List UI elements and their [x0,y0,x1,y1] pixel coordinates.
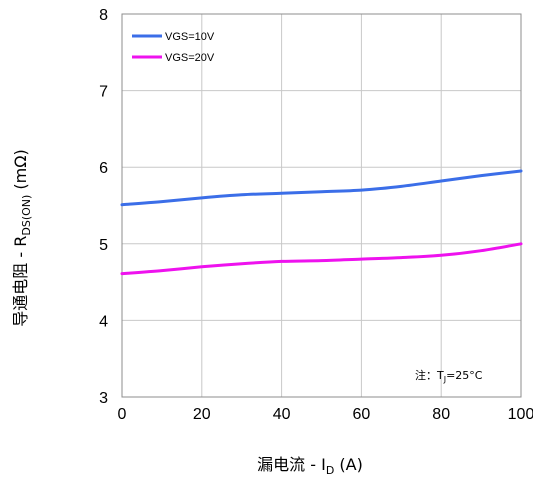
y-tick-label: 5 [99,237,108,254]
legend: VGS=10V VGS=20V [132,31,215,64]
y-axis-label: 导通电阻 - RDS(ON) (mΩ) [11,149,33,326]
y-axis-label-subscript: DS(ON) [20,195,33,236]
note-suffix: =25°C [446,369,483,382]
y-tick-label: 6 [99,160,108,177]
legend-label-1: VGS=10V [165,31,215,43]
x-tick-label: 60 [353,406,371,423]
y-tick-label: 3 [99,390,108,407]
x-tick-label: 40 [273,406,291,423]
y-tick-label: 8 [99,7,108,24]
legend-label-2: VGS=20V [165,52,215,64]
x-tick-label: 20 [193,406,211,423]
series-line-1 [120,169,523,207]
note-subscript: J [443,375,446,384]
grid-lines [121,13,522,398]
x-axis-label-unit: (A) [334,455,363,474]
y-axis-label-unit: (mΩ) [11,149,30,194]
x-axis-label-main: 漏电流 - I [257,455,326,474]
y-axis-label-main: 导通电阻 - R [11,236,30,327]
x-axis-label: 漏电流 - ID (A) [257,455,363,477]
x-axis-label-subscript: D [326,464,334,477]
series-layer [120,169,523,276]
note-prefix: 注：T [415,368,444,382]
x-tick-label: 80 [432,406,450,423]
y-tick-label: 4 [99,313,108,330]
series-line-2 [120,242,523,276]
x-tick-label: 0 [118,406,127,423]
plot-frame [121,13,522,398]
x-tick-label: 100 [508,406,533,423]
tick-labels: 0 20 40 60 80 100 3 4 5 6 7 8 [99,7,533,423]
temperature-note: 注：TJ=25°C [415,368,483,384]
y-tick-label: 7 [99,84,108,101]
